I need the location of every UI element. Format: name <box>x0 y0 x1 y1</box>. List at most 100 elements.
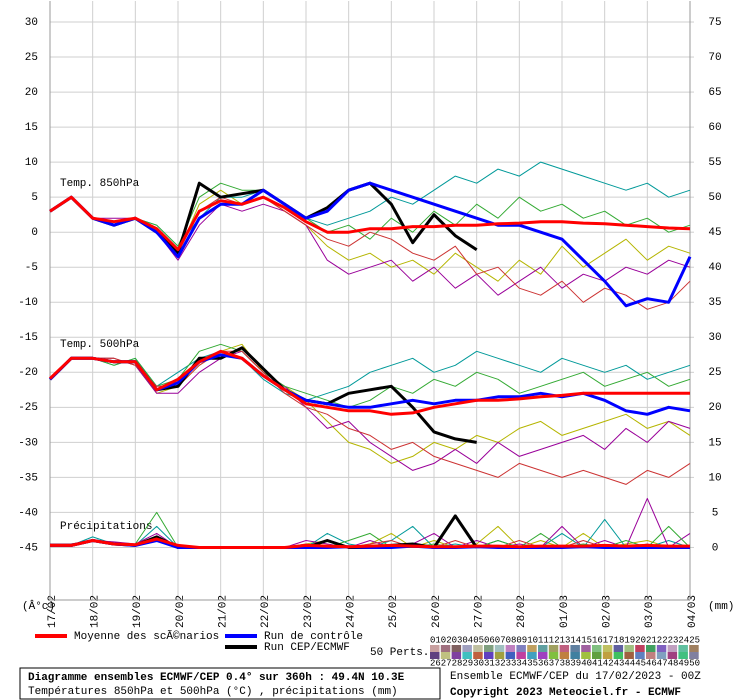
pert-label: 47 <box>657 658 668 668</box>
y-tick-label: -30 <box>18 437 38 449</box>
pert-swatch <box>592 645 602 652</box>
pert-swatch <box>581 652 591 659</box>
pert-label: 28 <box>452 658 463 668</box>
y-unit: (Â°c) <box>22 599 55 613</box>
y-tick-label: -15 <box>18 332 38 344</box>
pert-label: 35 <box>527 658 538 668</box>
x-tick-label: 24/02 <box>346 595 358 628</box>
y-tick-label: 30 <box>25 17 38 29</box>
pert-swatch <box>505 652 516 659</box>
pert-swatch <box>430 645 440 652</box>
y2-tick-label: 0 <box>712 542 719 554</box>
x-tick-label: 02/03 <box>602 595 614 628</box>
y2-tick-label: 70 <box>708 52 721 64</box>
legend-label: Run CEP/ECMWF <box>264 642 350 654</box>
pert-label: 15 <box>581 635 592 645</box>
chart-subtitle: Températures 850hPa et 500hPa (°C) , pré… <box>28 686 398 698</box>
pert-swatch <box>559 652 570 659</box>
pert-label: 22 <box>657 635 668 645</box>
pert-swatch <box>527 645 537 652</box>
pert-label: 29 <box>462 658 473 668</box>
y-tick-label: 25 <box>25 52 38 64</box>
panel-label: Temp. 500hPa <box>60 339 140 351</box>
series-line <box>49 182 691 247</box>
pert-label: 09 <box>516 635 527 645</box>
pert-swatch <box>538 652 548 659</box>
pert-swatch <box>462 652 472 659</box>
pert-label: 46 <box>646 658 657 668</box>
y2-tick-label: 5 <box>712 507 719 519</box>
y2-tick-label: 25 <box>708 367 721 379</box>
y2-tick-label: 20 <box>708 402 721 414</box>
pert-swatch <box>451 645 462 652</box>
x-tick-label: 20/02 <box>175 595 187 628</box>
y2-tick-label: 65 <box>708 87 721 99</box>
pert-label: 12 <box>549 635 560 645</box>
pert-swatch <box>494 645 505 652</box>
series-line <box>49 350 691 485</box>
pert-swatch <box>505 645 516 652</box>
pert-swatch <box>689 645 699 652</box>
x-tick-label: 27/02 <box>474 595 486 628</box>
x-tick-label: 17/02 <box>47 595 59 628</box>
pert-swatch <box>646 645 656 652</box>
pert-swatch <box>635 645 645 652</box>
pert-label: 40 <box>581 658 592 668</box>
pert-swatch <box>624 645 634 652</box>
pert-label: 07 <box>495 635 506 645</box>
pert-swatch <box>451 652 462 659</box>
series-line <box>49 350 691 471</box>
y-tick-label: 0 <box>31 227 38 239</box>
x-tick-label: 03/03 <box>644 595 656 628</box>
panel-label: Précipitations <box>60 521 152 533</box>
pert-swatch <box>473 645 483 652</box>
y-tick-label: 20 <box>25 87 38 99</box>
pert-swatch <box>473 652 483 659</box>
perts-label: 50 Perts. <box>370 647 429 659</box>
pert-label: 26 <box>430 658 441 668</box>
pert-label: 21 <box>646 635 657 645</box>
pert-label: 49 <box>678 658 689 668</box>
pert-label: 20 <box>635 635 646 645</box>
title-box <box>19 667 441 700</box>
pert-swatch <box>548 645 559 652</box>
pert-label: 08 <box>506 635 517 645</box>
x-tick-label: 22/02 <box>260 595 272 628</box>
x-tick-label: 25/02 <box>388 595 400 628</box>
pert-swatch <box>570 645 580 652</box>
pert-swatch <box>494 652 505 659</box>
pert-swatch <box>689 652 699 659</box>
pert-swatch <box>602 645 613 652</box>
pert-label: 42 <box>603 658 614 668</box>
pert-swatch <box>592 652 602 659</box>
y2-tick-label: 60 <box>708 122 721 134</box>
x-tick-label: 19/02 <box>132 595 144 628</box>
pert-label: 33 <box>506 658 517 668</box>
pert-label: 31 <box>484 658 495 668</box>
pert-swatch <box>581 645 591 652</box>
pert-swatch <box>602 652 613 659</box>
x-tick-label: 18/02 <box>90 595 102 628</box>
legend-label: Moyenne des scÃ©narios <box>74 630 219 643</box>
pert-label: 13 <box>560 635 571 645</box>
y-tick-label: -10 <box>18 297 38 309</box>
y-tick-label: -25 <box>18 402 38 414</box>
pert-label: 50 <box>689 658 700 668</box>
y-tick-label: -40 <box>18 507 38 519</box>
pert-label: 37 <box>549 658 560 668</box>
pert-label: 06 <box>484 635 495 645</box>
chart-title: Diagramme ensembles ECMWF/CEP 0.4° sur 3… <box>28 672 405 684</box>
y-tick-label: 15 <box>25 122 38 134</box>
y-tick-label: -5 <box>25 262 38 274</box>
y2-tick-label: 40 <box>708 262 721 274</box>
pert-label: 34 <box>516 658 527 668</box>
y2-tick-label: 55 <box>708 157 721 169</box>
pert-swatch <box>484 652 494 659</box>
pert-label: 01 <box>430 635 441 645</box>
y2-tick-label: 35 <box>708 297 721 309</box>
y2-tick-label: 45 <box>708 227 721 239</box>
series-line <box>48 349 690 416</box>
pert-label: 30 <box>473 658 484 668</box>
